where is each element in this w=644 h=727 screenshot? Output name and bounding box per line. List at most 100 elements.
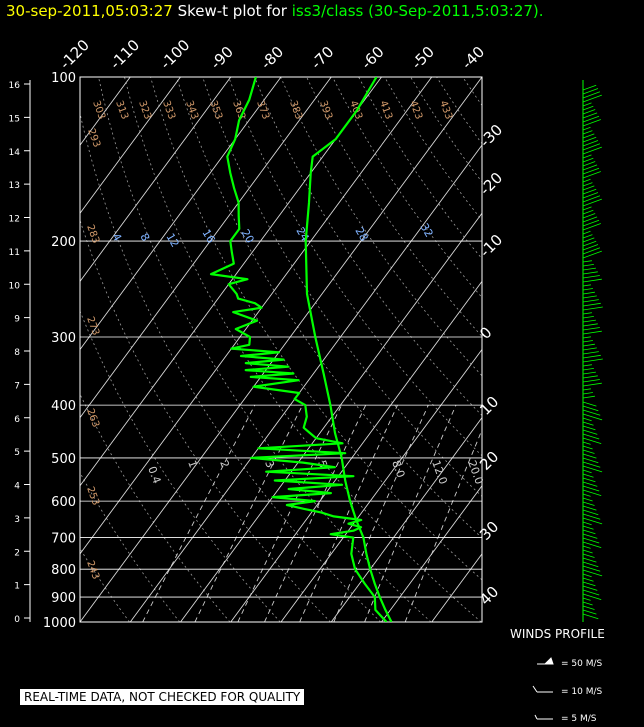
wind-barb [582,509,599,516]
temp-top-tick-label: -110 [106,36,143,73]
wind-barb [582,247,601,255]
wind-barb [582,593,602,600]
height-km-tick-label: 10 [9,281,21,291]
wind-barb [582,340,593,343]
height-km-tick-label: 2 [14,548,20,558]
wind-barb [582,140,599,147]
dry-adiabat-line [150,77,482,581]
wind-barb [582,316,594,319]
wind-barb [582,182,593,187]
wind-barb [582,413,603,421]
wind-barb [582,327,600,331]
isotherm-line [80,77,232,283]
wind-barb [582,299,599,303]
wind-barb [582,130,593,135]
mixing-ratio-label-lower: 2 [217,459,232,470]
height-km-tick-label: 7 [14,381,20,391]
dry-adiabat-label: 313 [113,99,130,121]
wind-barb [582,429,598,435]
wind-barb [582,497,593,502]
wind-barb [582,368,594,371]
dry-adiabat-line [124,77,482,622]
dry-adiabat-label: 353 [207,99,224,121]
wind-barb [582,354,601,359]
wind-barb [582,136,597,143]
wind-barb [582,569,603,577]
mixing-ratio-label-lower: 5 [315,459,330,470]
wind-barb [582,302,601,307]
wind-barb [582,493,591,497]
wind-barb [582,192,599,199]
wind-barb [582,433,600,440]
chart-title: 30-sep-2011,05:03:27 Skew-t plot for iss… [6,2,544,20]
wind-barb [582,561,599,568]
temp-right-tick-label: 10 [476,393,502,419]
wind-barb [582,477,596,483]
wind-barb [582,291,595,295]
wind-barb [582,161,596,167]
isotherm-line [180,212,482,622]
dry-adiabat-label: 323 [136,99,153,121]
wind-barb [582,465,603,473]
wind-barb [582,195,601,203]
dry-adiabat-line [202,77,482,497]
isotherm-line [80,77,282,351]
mixing-ratio-label: 16 [199,227,217,246]
pressure-tick-label: 1000 [43,616,76,631]
wind-barb [582,115,600,123]
mixing-ratio-label-lower: 12.0 [429,459,450,486]
wind-barb [582,164,598,171]
wind-barb [582,109,596,115]
dry-adiabat-line [358,77,482,260]
wind-barb [582,513,601,520]
wind-barb [582,230,591,235]
wind-barb [582,392,593,395]
wind-barb [582,275,600,279]
height-km-tick-label: 6 [14,415,20,425]
isotherm-line [80,77,482,622]
wind-barb [582,585,598,591]
wind-barb [582,213,596,219]
wind-barb [582,525,594,530]
wind-barb [582,375,598,379]
wind-barb [582,133,595,139]
title-label: Skew-t plot for [177,2,287,20]
pressure-tick-label: 500 [51,452,76,467]
wind-barb [582,379,600,383]
dry-adiabat-label: 243 [84,559,101,581]
wind-barb [582,154,592,159]
wind-barb [582,401,597,407]
wind-barb [582,167,600,175]
height-km-tick-label: 9 [14,315,20,325]
wind-barb [582,473,594,478]
dry-adiabat-label: 253 [84,485,101,507]
wind-barb [582,601,593,606]
mixing-ratio-label-lower: 3 [262,459,277,470]
winds-profile [532,80,603,720]
wind-barb [582,449,595,454]
dry-adiabat-label: 413 [377,99,394,121]
wind-barb [582,425,596,431]
wind-barb [582,88,599,95]
dry-adiabat-line [176,77,482,539]
wind-barb [582,336,591,339]
pressure-tick-label: 200 [51,235,76,250]
wind-barb [582,157,594,163]
wind-barb [582,206,592,211]
isotherm-line [230,280,482,622]
mixing-ratio-label: 4 [109,231,124,244]
mixing-ratio-label: 20 [238,227,256,246]
wind-barb [582,421,594,426]
wind-barb [582,485,600,492]
mixing-ratio-label-lower: 0.4 [145,465,163,486]
height-km-tick-label: 0 [14,615,20,625]
wind-barb [582,188,597,195]
wind-barb [582,185,595,191]
wind-barb [582,577,594,582]
wind-barb [582,234,593,239]
wind-barb [582,306,603,311]
wind-barb [582,171,601,179]
wind-barb [582,481,598,487]
dry-adiabat-label: 393 [317,99,334,121]
